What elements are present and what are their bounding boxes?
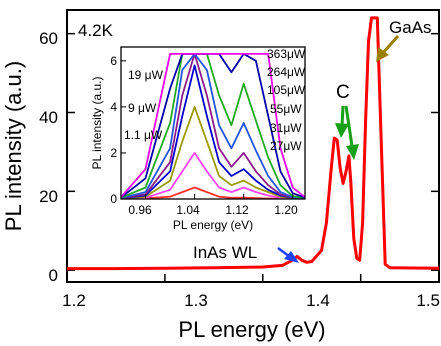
main-y-tick-label: 60 <box>39 29 58 48</box>
main-y-axis-label: PL intensity (a.u.) <box>1 61 26 231</box>
main-axis-ticks <box>66 32 439 282</box>
annotation-c: C <box>336 82 350 103</box>
inset-x-tick-label: 1.04 <box>176 203 200 217</box>
inset-plot-frame <box>120 46 306 200</box>
main-x-tick-label: 1.2 <box>62 291 86 310</box>
inset-x-axis-label: PL energy (eV) <box>173 218 253 232</box>
annotation-inas-wl: InAs WL <box>193 243 257 262</box>
inset-series-label-1-1uw: 1.1 μW <box>124 128 163 142</box>
inset-series-label-264uw: 264μW <box>267 65 306 79</box>
inset-series-label-55uw: 55μW <box>270 102 302 116</box>
main-y-tick-label: 20 <box>39 187 58 206</box>
main-plot-frame <box>66 9 440 283</box>
inset-series-line <box>120 53 306 198</box>
inset-y-tick-label: 4 <box>110 100 117 114</box>
inset-series-line <box>120 53 306 199</box>
inset-series-line <box>120 106 306 200</box>
temperature-label: 4.2K <box>78 21 114 40</box>
inset-y-tick-label: 2 <box>110 146 117 160</box>
main-x-tick-label: 1.5 <box>416 291 440 310</box>
main-x-tick-label: 1.4 <box>306 291 330 310</box>
inset-series-line <box>120 151 306 200</box>
inset-series-line <box>120 53 306 200</box>
inset-y-axis-label: PL intensity (a.u.) <box>90 77 104 170</box>
main-x-tick-label: 1.3 <box>184 291 208 310</box>
main-series-group <box>67 16 440 271</box>
inset-series-label-31uw: 31μW <box>270 121 302 135</box>
inset-axis-ticks <box>121 60 294 200</box>
annotation-gaas: GaAs <box>389 18 432 37</box>
inset-series-label-27uw: 27μW <box>270 139 302 153</box>
arrow-inas-wl <box>277 247 299 263</box>
inset-x-tick-label: 0.96 <box>128 203 152 217</box>
inset-x-tick-label: 1.12 <box>225 203 249 217</box>
main-series-line <box>67 16 440 271</box>
inset-series-label-9uw: 9 μW <box>128 101 157 115</box>
inset-series-label-363uw: 363μW <box>267 47 306 61</box>
inset-series-line <box>120 53 306 199</box>
arrow-c-right <box>344 105 359 160</box>
inset-y-tick-label: 6 <box>110 54 117 68</box>
arrow-gaas <box>376 35 400 62</box>
inset-series-label-19uw: 19 μW <box>128 68 164 82</box>
main-y-tick-label: 40 <box>39 108 58 127</box>
arrow-c-left <box>335 105 349 138</box>
inset-series-line <box>120 53 306 199</box>
inset-series-line <box>120 64 306 200</box>
inset-x-tick-label: 1.20 <box>274 203 298 217</box>
inset-series-label-105uw: 105μW <box>267 83 306 97</box>
main-x-axis-label: PL energy (eV) <box>178 317 325 342</box>
main-y-tick-label: 0 <box>49 266 58 285</box>
inset-y-tick-label: 0 <box>110 192 117 206</box>
